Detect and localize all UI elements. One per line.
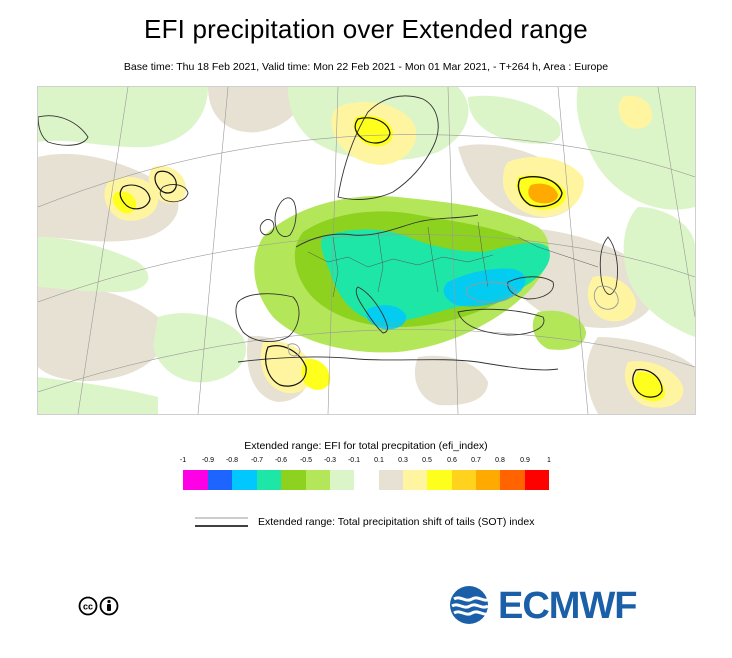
- legend-swatch: [379, 470, 403, 490]
- legend-tick: 0.3: [398, 457, 408, 464]
- efi-field-pos-extreme: [528, 183, 558, 204]
- legend-tick: -0.9: [201, 457, 215, 464]
- legend-tick: -0.7: [250, 457, 264, 464]
- legend-tick: 0.9: [520, 457, 530, 464]
- ecmwf-logo-icon: [450, 586, 491, 624]
- legend-tick: 0.7: [471, 457, 481, 464]
- legend-tick: 0.1: [374, 457, 384, 464]
- legend-swatch: [403, 470, 427, 490]
- ecmwf-logo-text: ECMWF: [498, 585, 638, 627]
- legend-tick: -0.8: [225, 457, 239, 464]
- legend-swatch: [208, 470, 232, 490]
- legend-tick: -0.6: [274, 457, 288, 464]
- ecmwf-logo: ECMWF: [448, 584, 658, 626]
- legend-swatch: [427, 470, 452, 490]
- legend-colorbar: [0, 470, 732, 490]
- legend-swatch: [452, 470, 476, 490]
- legend-tick: -0.3: [323, 457, 337, 464]
- legend-tick: -1: [179, 457, 187, 464]
- legend-tick: 0.6: [447, 457, 457, 464]
- map-coastlines: [38, 95, 619, 371]
- svg-text:cc: cc: [83, 602, 93, 612]
- sot-legend-label: Extended range: Total precipitation shif…: [258, 516, 535, 528]
- sot-legend: Extended range: Total precipitation shif…: [195, 515, 645, 531]
- legend-tick: 1: [547, 457, 551, 464]
- efi-field-neg-weak: [38, 87, 695, 414]
- chart-subtitle: Base time: Thu 18 Feb 2021, Valid time: …: [123, 61, 609, 73]
- efi-field-neg-extreme: [366, 268, 526, 330]
- legend-swatch: [183, 470, 208, 490]
- legend-tick: 0.5: [422, 457, 432, 464]
- legend-swatch: [232, 470, 257, 490]
- legend-tick: -0.5: [299, 457, 313, 464]
- sot-contours: [119, 117, 663, 398]
- legend-title: Extended range: EFI for total precpitati…: [244, 440, 488, 452]
- map-canvas: [38, 87, 695, 414]
- legend-swatch: [330, 470, 354, 490]
- legend-tick-labels: -1 -0.9 -0.8 -0.7 -0.6 -0.5 -0.3 -0.1 0.…: [0, 457, 732, 469]
- legend-swatch: [306, 470, 330, 490]
- efi-map: [37, 86, 696, 415]
- legend-swatch: [476, 470, 500, 490]
- legend-swatch: [500, 470, 525, 490]
- chart-title: EFI precipitation over Extended range: [144, 14, 588, 44]
- legend-swatch: [281, 470, 306, 490]
- legend-swatch: [525, 470, 549, 490]
- map-graticule: [38, 87, 695, 414]
- legend-tick: 0.8: [495, 457, 505, 464]
- sot-line-samples: [195, 517, 248, 527]
- legend-swatch: [257, 470, 281, 490]
- creative-commons-icon: cc: [78, 596, 119, 616]
- map-borders: [307, 221, 599, 298]
- legend-tick: -0.1: [347, 457, 361, 464]
